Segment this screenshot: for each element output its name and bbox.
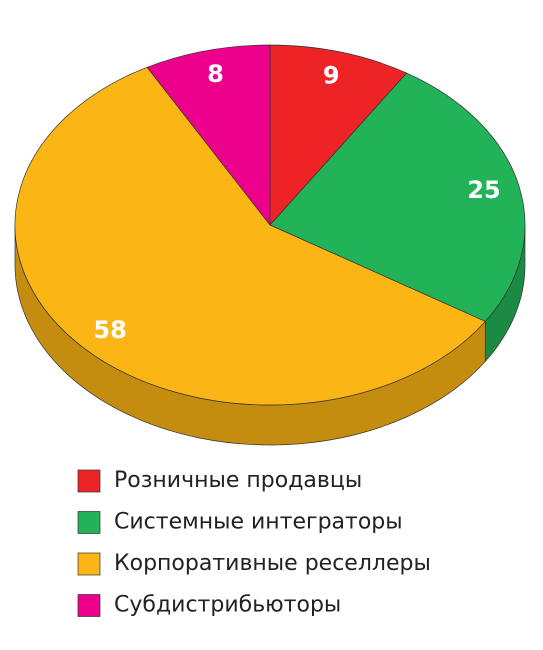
- legend-swatch: [77, 469, 101, 493]
- legend-label: Субдистрибьюторы: [114, 593, 341, 618]
- legend-label: Системные интеграторы: [114, 510, 403, 535]
- legend-label: Розничные продавцы: [114, 468, 362, 493]
- legend-swatch: [77, 552, 101, 576]
- slice: [269, 44, 408, 226]
- slice: [146, 44, 271, 227]
- slice: [269, 72, 526, 322]
- data-label: 58: [93, 316, 126, 344]
- slice: [14, 66, 486, 406]
- data-label: 25: [467, 176, 500, 204]
- legend-label: Корпоративные реселлеры: [114, 551, 431, 576]
- data-label: 8: [207, 60, 224, 88]
- legend-swatch: [77, 511, 101, 534]
- data-label: 9: [323, 61, 340, 89]
- legend-swatch: [77, 594, 101, 617]
